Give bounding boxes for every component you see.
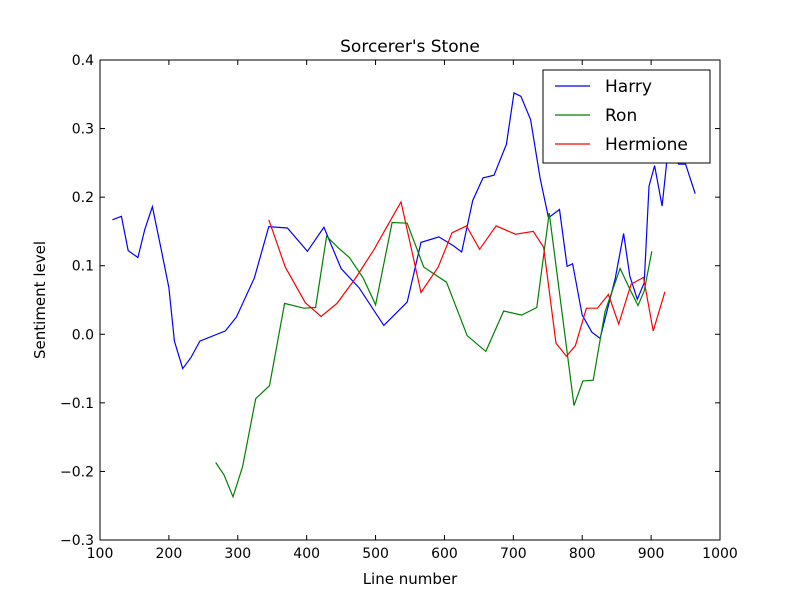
x-tick-label: 200 xyxy=(156,546,183,562)
x-tick-label: 600 xyxy=(431,546,458,562)
series-group xyxy=(112,91,696,499)
x-tick-label: 400 xyxy=(293,546,320,562)
x-tick-label: 800 xyxy=(569,546,596,562)
x-axis-ticks: 100 200 300 400 500 600 700 800 900 1000 xyxy=(87,60,738,562)
legend: Harry Ron Hermione xyxy=(542,69,711,164)
x-tick-label: 1000 xyxy=(702,546,738,562)
y-tick-label: 0.2 xyxy=(72,190,94,206)
x-tick-label: 300 xyxy=(224,546,251,562)
legend-label-harry: Harry xyxy=(605,77,652,97)
series-line-hermione xyxy=(268,200,666,358)
legend-label-hermione: Hermione xyxy=(605,135,688,155)
series-line-harry xyxy=(112,91,696,370)
y-tick-label: 0.1 xyxy=(72,259,94,275)
series-line-ron xyxy=(215,212,653,499)
y-axis-label: Sentiment level xyxy=(31,241,49,359)
y-tick-label: −0.3 xyxy=(60,533,94,549)
legend-label-ron: Ron xyxy=(605,106,637,126)
x-tick-label: 900 xyxy=(638,546,665,562)
y-tick-label: 0.3 xyxy=(72,122,94,138)
y-tick-label: 0.0 xyxy=(72,327,94,343)
chart-title: Sorcerer's Stone xyxy=(340,37,480,57)
y-tick-label: −0.1 xyxy=(60,396,94,412)
x-tick-label: 100 xyxy=(87,546,114,562)
y-axis-ticks: −0.3 −0.2 −0.1 0.0 0.1 0.2 0.3 0.4 xyxy=(60,53,720,549)
x-tick-label: 700 xyxy=(500,546,527,562)
plot-frame xyxy=(99,59,721,541)
y-tick-label: −0.2 xyxy=(60,464,94,480)
y-tick-label: 0.4 xyxy=(72,53,94,69)
x-tick-label: 500 xyxy=(362,546,389,562)
x-axis-label: Line number xyxy=(363,570,458,588)
